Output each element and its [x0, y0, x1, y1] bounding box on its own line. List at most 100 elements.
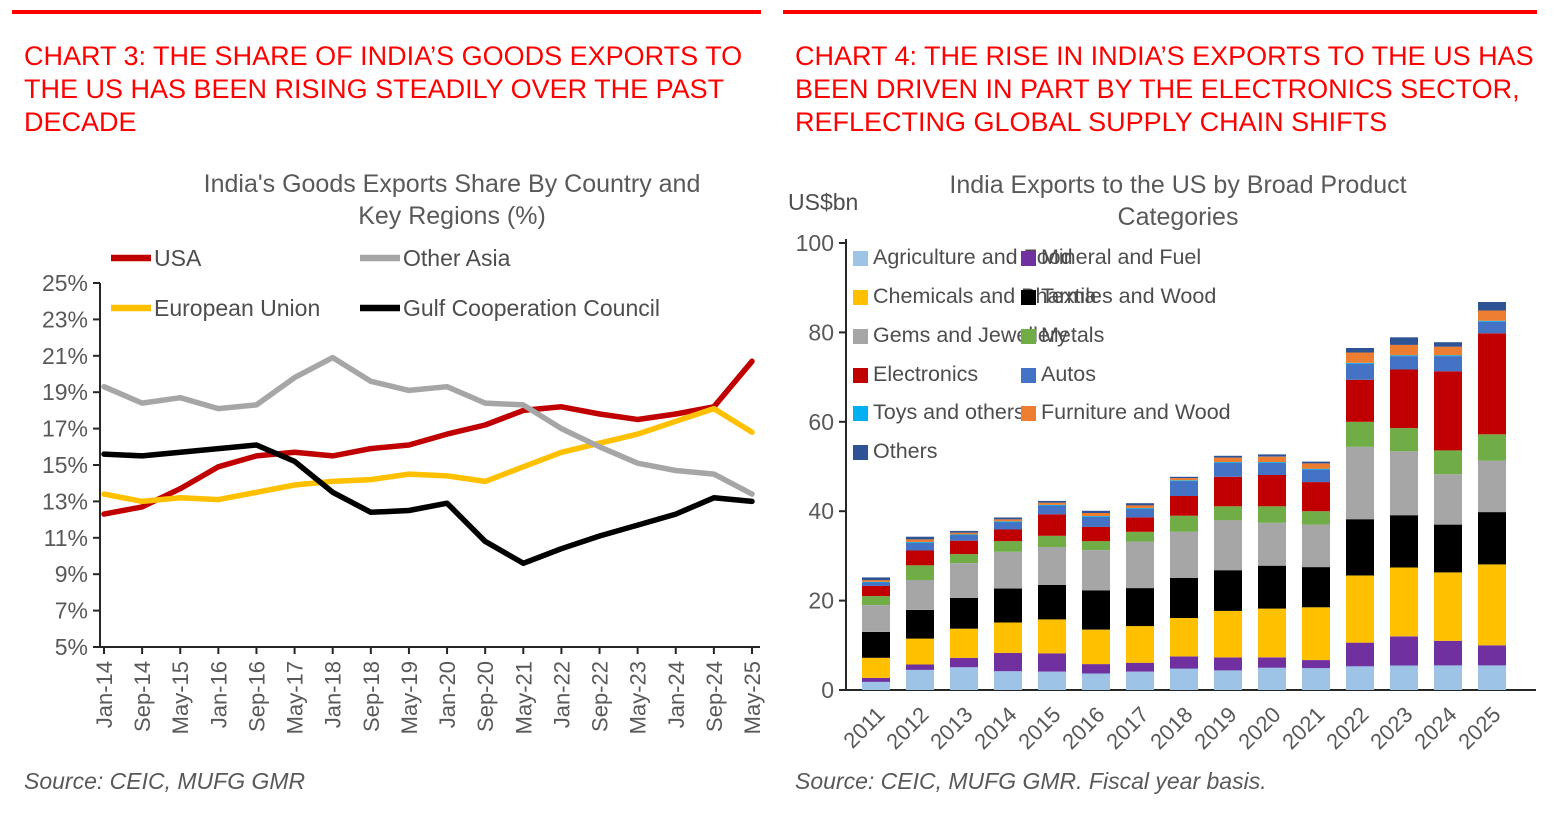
segment-toys-and-others — [994, 521, 1022, 523]
svg-text:9%: 9% — [55, 561, 88, 587]
segment-agriculture-and-food — [1390, 665, 1418, 690]
svg-text:2019: 2019 — [1189, 702, 1241, 754]
bar-2017 — [1126, 503, 1154, 690]
segment-mineral-and-fuel — [1126, 662, 1154, 672]
segment-electronics — [1214, 476, 1242, 507]
segment-agriculture-and-food — [1214, 670, 1242, 690]
segment-textiles-and-wood — [1214, 570, 1242, 611]
segment-mineral-and-fuel — [1258, 657, 1286, 668]
svg-text:7%: 7% — [55, 598, 88, 624]
segment-metals — [906, 565, 934, 581]
svg-text:European Union: European Union — [154, 295, 320, 321]
svg-text:Jan-22: Jan-22 — [549, 661, 574, 728]
segment-textiles-and-wood — [862, 631, 890, 658]
segment-furniture-and-wood — [862, 580, 890, 582]
segment-others — [1478, 302, 1506, 311]
segment-toys-and-others — [950, 534, 978, 536]
svg-text:2017: 2017 — [1101, 702, 1153, 754]
svg-text:15%: 15% — [42, 452, 88, 478]
segment-electronics — [1434, 371, 1462, 451]
segment-chemicals-and-pharma — [1214, 610, 1242, 658]
chart4-source: Source: CEIC, MUFG GMR. Fiscal year basi… — [795, 768, 1267, 794]
segment-electronics — [906, 550, 934, 566]
segment-furniture-and-wood — [1038, 502, 1066, 505]
segment-autos — [1478, 321, 1506, 334]
segment-others — [906, 536, 934, 540]
bar-2016 — [1082, 510, 1110, 690]
segment-toys-and-others — [1258, 462, 1286, 463]
segment-gems-and-jewellery — [1434, 474, 1462, 525]
segment-electronics — [994, 529, 1022, 542]
svg-text:May-17: May-17 — [283, 661, 308, 734]
svg-text:2013: 2013 — [925, 702, 977, 754]
line-chart-svg: India's Goods Exports Share By Country a… — [42, 170, 765, 734]
svg-text:USA: USA — [154, 245, 202, 271]
segment-chemicals-and-pharma — [1346, 575, 1374, 643]
segment-others — [1082, 510, 1110, 513]
segment-metals — [862, 596, 890, 605]
svg-text:Textiles and Wood: Textiles and Wood — [1041, 284, 1216, 308]
segment-chemicals-and-pharma — [1390, 567, 1418, 637]
segment-chemicals-and-pharma — [1170, 618, 1198, 657]
line-chart-x-axis: Jan-14 Sep-14 May-15 Jan-16 Sep-16 May-17 Jan-… — [92, 646, 765, 734]
svg-text:2014: 2014 — [969, 702, 1021, 754]
segment-electronics — [1170, 496, 1198, 516]
bar-2025 — [1478, 302, 1506, 690]
segment-furniture-and-wood — [906, 539, 934, 543]
chart4-panel: CHART 4: THE RISE IN INDIA’S EXPORTS TO … — [783, 0, 1543, 823]
segment-chemicals-and-pharma — [862, 657, 890, 678]
segment-autos — [1434, 356, 1462, 372]
segment-metals — [1214, 506, 1242, 521]
segment-mineral-and-fuel — [1390, 636, 1418, 666]
segment-metals — [1390, 428, 1418, 452]
segment-autos — [1126, 508, 1154, 518]
svg-text:Jan-16: Jan-16 — [206, 661, 231, 728]
segment-mineral-and-fuel — [1170, 656, 1198, 669]
bar-2018 — [1170, 476, 1198, 690]
segment-agriculture-and-food — [906, 669, 934, 690]
line-series-gulf-cooperation-council — [101, 442, 755, 567]
segment-textiles-and-wood — [1082, 590, 1110, 630]
svg-text:Others: Others — [873, 439, 938, 463]
segment-others — [1214, 455, 1242, 458]
segment-agriculture-and-food — [994, 671, 1022, 690]
line-series-usa — [101, 358, 755, 517]
segment-agriculture-and-food — [1302, 668, 1330, 690]
svg-text:Sep-16: Sep-16 — [244, 661, 269, 732]
segment-textiles-and-wood — [1126, 588, 1154, 627]
segment-mineral-and-fuel — [862, 677, 890, 682]
segment-agriculture-and-food — [1082, 673, 1110, 690]
segment-agriculture-and-food — [1258, 667, 1286, 690]
segment-metals — [1346, 421, 1374, 447]
segment-textiles-and-wood — [950, 597, 978, 629]
svg-text:2024: 2024 — [1409, 702, 1461, 754]
segment-mineral-and-fuel — [1434, 640, 1462, 666]
segment-electronics — [1126, 517, 1154, 532]
chart4-top-rule — [783, 10, 1537, 14]
segment-metals — [994, 541, 1022, 552]
segment-gems-and-jewellery — [1390, 451, 1418, 516]
line-series-european-union — [101, 405, 755, 505]
segment-others — [1170, 476, 1198, 479]
segment-autos — [1214, 462, 1242, 477]
chart4-heading: CHART 4: THE RISE IN INDIA’S EXPORTS TO … — [795, 41, 1534, 137]
segment-toys-and-others — [862, 581, 890, 583]
svg-text:2012: 2012 — [881, 702, 933, 754]
svg-text:2011: 2011 — [838, 702, 889, 753]
segment-toys-and-others — [1082, 516, 1110, 517]
segment-gems-and-jewellery — [1302, 524, 1330, 568]
segment-furniture-and-wood — [1302, 463, 1330, 469]
segment-mineral-and-fuel — [1214, 657, 1242, 671]
segment-chemicals-and-pharma — [1434, 572, 1462, 641]
segment-furniture-and-wood — [1478, 310, 1506, 321]
bar-2022 — [1346, 348, 1374, 690]
segment-autos — [950, 534, 978, 541]
segment-others — [1258, 454, 1286, 457]
svg-text:Other Asia: Other Asia — [403, 245, 511, 271]
segment-textiles-and-wood — [1390, 515, 1418, 568]
segment-chemicals-and-pharma — [1478, 564, 1506, 646]
segment-metals — [1126, 531, 1154, 542]
segment-toys-and-others — [1126, 508, 1154, 509]
bar-chart-title: India Exports to the US by Broad Product… — [949, 171, 1406, 231]
segment-mineral-and-fuel — [1082, 664, 1110, 674]
